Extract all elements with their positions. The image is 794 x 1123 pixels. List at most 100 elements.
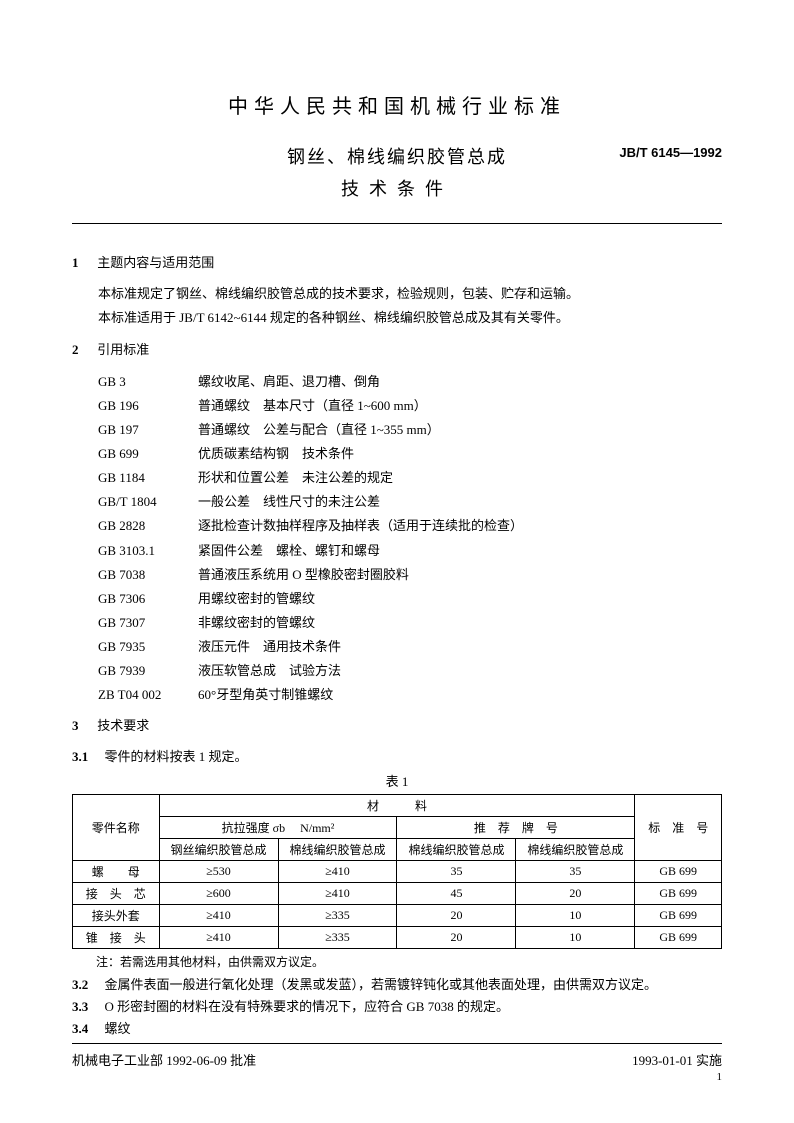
table-cell: ≥410 [278, 860, 397, 882]
table-cell: 35 [516, 860, 635, 882]
reference-code: GB 7038 [98, 563, 198, 587]
table-cell: 螺 母 [73, 860, 160, 882]
page-number: 1 [72, 1071, 722, 1083]
table-cell: 20 [397, 926, 516, 948]
table-cell: ≥410 [159, 904, 278, 926]
table-row: 接 头 芯≥600≥4104520GB 699 [73, 882, 722, 904]
section-3-heading: 3 技术要求 [72, 715, 722, 734]
clause-3-1: 3.1 零件的材料按表 1 规定。 [72, 746, 722, 765]
reference-code: GB 7935 [98, 635, 198, 659]
section-3-num: 3 [72, 718, 86, 734]
table-cell: ≥410 [159, 926, 278, 948]
table-cell: 20 [516, 882, 635, 904]
reference-code: GB 7939 [98, 659, 198, 683]
clause-3-1-text: 零件的材料按表 1 规定。 [92, 749, 248, 764]
footer-left: 机械电子工业部 1992-06-09 批准 [72, 1050, 256, 1069]
table-1-note: 注：若需选用其他材料，由供需双方议定。 [72, 953, 722, 970]
reference-item: ZB T04 00260°牙型角英寸制锥螺纹 [98, 683, 722, 707]
th-part: 零件名称 [73, 794, 160, 860]
reference-code: GB 7306 [98, 587, 198, 611]
table-cell: GB 699 [635, 882, 722, 904]
reference-desc: 普通螺纹 基本尺寸（直径 1~600 mm） [198, 394, 722, 418]
footer-right: 1993-01-01 实施 [632, 1050, 722, 1069]
reference-item: GB 197普通螺纹 公差与配合（直径 1~355 mm） [98, 418, 722, 442]
reference-code: ZB T04 002 [98, 683, 198, 707]
reference-item: GB 1184形状和位置公差 未注公差的规定 [98, 466, 722, 490]
reference-item: GB 3103.1紧固件公差 螺栓、螺钉和螺母 [98, 539, 722, 563]
table-cell: 35 [397, 860, 516, 882]
table-cell: ≥335 [278, 926, 397, 948]
section-2-num: 2 [72, 342, 86, 358]
reference-desc: 普通螺纹 公差与配合（直径 1~355 mm） [198, 418, 722, 442]
page-footer: 机械电子工业部 1992-06-09 批准 1993-01-01 实施 1 [72, 1043, 722, 1083]
reference-code: GB 197 [98, 418, 198, 442]
table-cell: 锥 接 头 [73, 926, 160, 948]
table-cell: 45 [397, 882, 516, 904]
section-1-heading: 1 主题内容与适用范围 [72, 252, 722, 271]
header-divider [72, 223, 722, 224]
reference-desc: 形状和位置公差 未注公差的规定 [198, 466, 722, 490]
sub-title: 技术条件 [72, 175, 722, 201]
reference-list: GB 3螺纹收尾、肩距、退刀槽、倒角GB 196普通螺纹 基本尺寸（直径 1~6… [98, 370, 722, 707]
table-cell: ≥410 [278, 882, 397, 904]
clause-3-2: 3.2 金属件表面一般进行氧化处理（发黑或发蓝），若需镀锌钝化或其他表面处理，由… [72, 974, 722, 996]
footer-divider [72, 1043, 722, 1044]
section-1-p2: 本标准适用于 JB/T 6142~6144 规定的各种钢丝、棉线编织胶管总成及其… [72, 307, 722, 329]
table-row: 螺 母≥530≥4103535GB 699 [73, 860, 722, 882]
th-cotton-1: 棉线编织胶管总成 [278, 838, 397, 860]
reference-code: GB 7307 [98, 611, 198, 635]
reference-item: GB 7038普通液压系统用 O 型橡胶密封圈胶料 [98, 563, 722, 587]
table-cell: ≥530 [159, 860, 278, 882]
table-cell: ≥600 [159, 882, 278, 904]
standard-code: JB/T 6145—1992 [619, 145, 722, 160]
reference-code: GB/T 1804 [98, 490, 198, 514]
reference-code: GB 2828 [98, 514, 198, 538]
th-cotton-3: 棉线编织胶管总成 [516, 838, 635, 860]
reference-item: GB 7939液压软管总成 试验方法 [98, 659, 722, 683]
section-2-heading: 2 引用标准 [72, 339, 722, 358]
reference-item: GB 7307非螺纹密封的管螺纹 [98, 611, 722, 635]
table-1-caption: 表 1 [72, 771, 722, 790]
th-tensile: 抗拉强度 σb N/mm² [159, 816, 397, 838]
reference-desc: 液压软管总成 试验方法 [198, 659, 722, 683]
reference-item: GB 699优质碳素结构钢 技术条件 [98, 442, 722, 466]
table-row: 锥 接 头≥410≥3352010GB 699 [73, 926, 722, 948]
reference-desc: 液压元件 通用技术条件 [198, 635, 722, 659]
section-1-num: 1 [72, 255, 86, 271]
clause-3-4-num: 3.4 [72, 1021, 88, 1036]
th-material: 材 料 [159, 794, 635, 816]
section-3-title: 技术要求 [97, 718, 149, 733]
reference-desc: 非螺纹密封的管螺纹 [198, 611, 722, 635]
reference-desc: 逐批检查计数抽样程序及抽样表（适用于连续批的检查） [198, 514, 722, 538]
reference-item: GB 7935液压元件 通用技术条件 [98, 635, 722, 659]
clause-3-2-text: 金属件表面一般进行氧化处理（发黑或发蓝），若需镀锌钝化或其他表面处理，由供需双方… [92, 977, 658, 992]
clause-3-4: 3.4 螺纹 [72, 1018, 722, 1040]
clause-3-1-num: 3.1 [72, 749, 88, 764]
table-row: 接头外套≥410≥3352010GB 699 [73, 904, 722, 926]
reference-item: GB 196普通螺纹 基本尺寸（直径 1~600 mm） [98, 394, 722, 418]
th-grade: 推 荐 牌 号 [397, 816, 635, 838]
table-cell: 20 [397, 904, 516, 926]
th-steel-1: 钢丝编织胶管总成 [159, 838, 278, 860]
reference-desc: 紧固件公差 螺栓、螺钉和螺母 [198, 539, 722, 563]
table-cell: ≥335 [278, 904, 397, 926]
table-cell: 接头外套 [73, 904, 160, 926]
clause-3-3-text: O 形密封圈的材料在没有特殊要求的情况下，应符合 GB 7038 的规定。 [92, 999, 509, 1014]
table-cell: GB 699 [635, 926, 722, 948]
clause-3-4-text: 螺纹 [92, 1021, 131, 1036]
reference-desc: 一般公差 线性尺寸的未注公差 [198, 490, 722, 514]
reference-code: GB 3 [98, 370, 198, 394]
reference-code: GB 3103.1 [98, 539, 198, 563]
th-std: 标 准 号 [635, 794, 722, 860]
reference-item: GB 2828逐批检查计数抽样程序及抽样表（适用于连续批的检查） [98, 514, 722, 538]
table-1: 零件名称 材 料 标 准 号 抗拉强度 σb N/mm² 推 荐 牌 号 钢丝编… [72, 794, 722, 949]
reference-item: GB 3螺纹收尾、肩距、退刀槽、倒角 [98, 370, 722, 394]
th-cotton-2: 棉线编织胶管总成 [397, 838, 516, 860]
table-cell: GB 699 [635, 904, 722, 926]
reference-desc: 60°牙型角英寸制锥螺纹 [198, 683, 722, 707]
reference-code: GB 196 [98, 394, 198, 418]
reference-desc: 普通液压系统用 O 型橡胶密封圈胶料 [198, 563, 722, 587]
clause-3-2-num: 3.2 [72, 977, 88, 992]
section-1-body: 本标准规定了钢丝、棉线编织胶管总成的技术要求，检验规则，包装、贮存和运输。 本标… [72, 283, 722, 329]
reference-desc: 优质碳素结构钢 技术条件 [198, 442, 722, 466]
